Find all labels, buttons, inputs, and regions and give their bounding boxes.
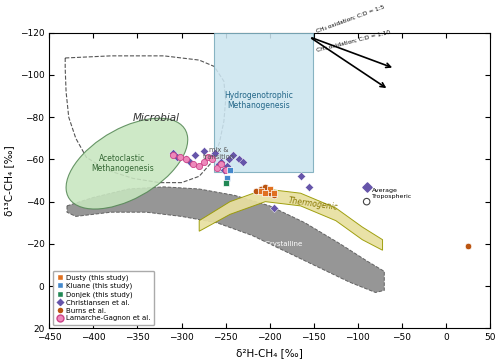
Polygon shape — [199, 189, 382, 250]
Point — [262, 190, 270, 196]
Y-axis label: δ¹³C-CH₄ [‰]: δ¹³C-CH₄ [‰] — [4, 145, 14, 216]
Text: Microbial: Microbial — [133, 113, 180, 123]
Point — [182, 156, 190, 162]
Text: Acetoclastic
Methanogenesis: Acetoclastic Methanogenesis — [91, 154, 154, 173]
Point — [176, 154, 184, 160]
Point — [168, 150, 176, 156]
Point — [200, 148, 207, 154]
Text: CH₄ oxidation; C:D = 1:10: CH₄ oxidation; C:D = 1:10 — [316, 29, 390, 52]
Point — [235, 156, 243, 162]
Point — [262, 184, 270, 190]
Point — [464, 243, 472, 249]
Point — [186, 159, 194, 164]
Point — [168, 152, 176, 158]
X-axis label: δ²H-CH₄ [‰]: δ²H-CH₄ [‰] — [236, 348, 303, 358]
Text: mix &
transition: mix & transition — [202, 147, 234, 160]
Polygon shape — [67, 187, 384, 292]
Text: Average
Tropospheric: Average Tropospheric — [372, 188, 412, 199]
Point — [306, 184, 314, 190]
Point — [182, 156, 190, 162]
Point — [228, 152, 236, 158]
Point — [222, 180, 230, 186]
Point — [222, 167, 230, 173]
Point — [257, 188, 265, 194]
Point — [217, 161, 225, 167]
Point — [266, 190, 274, 196]
Text: CH₄ oxidation; C:D = 1:5: CH₄ oxidation; C:D = 1:5 — [316, 4, 386, 34]
Ellipse shape — [66, 118, 188, 209]
Point — [266, 186, 274, 192]
Point — [204, 154, 212, 160]
Point — [252, 188, 260, 194]
Point — [208, 154, 216, 160]
Point — [226, 167, 234, 173]
Point — [224, 176, 232, 181]
Point — [208, 156, 216, 162]
Point — [195, 163, 203, 169]
Point — [270, 190, 278, 196]
Point — [257, 186, 265, 192]
Point — [211, 150, 219, 156]
Point — [220, 167, 228, 173]
Point — [362, 199, 370, 205]
Legend: Dusty (this study), Kluane (this study), Donjek (this study), Christiansen et al: Dusty (this study), Kluane (this study),… — [53, 271, 154, 325]
Point — [213, 165, 221, 171]
Point — [189, 161, 197, 167]
Point — [225, 156, 233, 162]
Text: Geothermal, Hydrothermal, Crystalline: Geothermal, Hydrothermal, Crystalline — [167, 241, 302, 247]
Point — [224, 163, 232, 169]
Point — [217, 159, 225, 164]
Point — [270, 205, 278, 211]
Point — [362, 184, 370, 190]
Text: Thermogenic: Thermogenic — [288, 196, 339, 212]
Point — [270, 193, 278, 198]
Point — [240, 159, 248, 164]
Point — [173, 154, 181, 160]
Point — [200, 159, 207, 164]
Bar — [214, 33, 313, 172]
Point — [296, 173, 304, 179]
Point — [191, 152, 199, 158]
Point — [214, 161, 222, 167]
Text: Hydrogenotrophic
Methanogenesis: Hydrogenotrophic Methanogenesis — [224, 90, 292, 110]
